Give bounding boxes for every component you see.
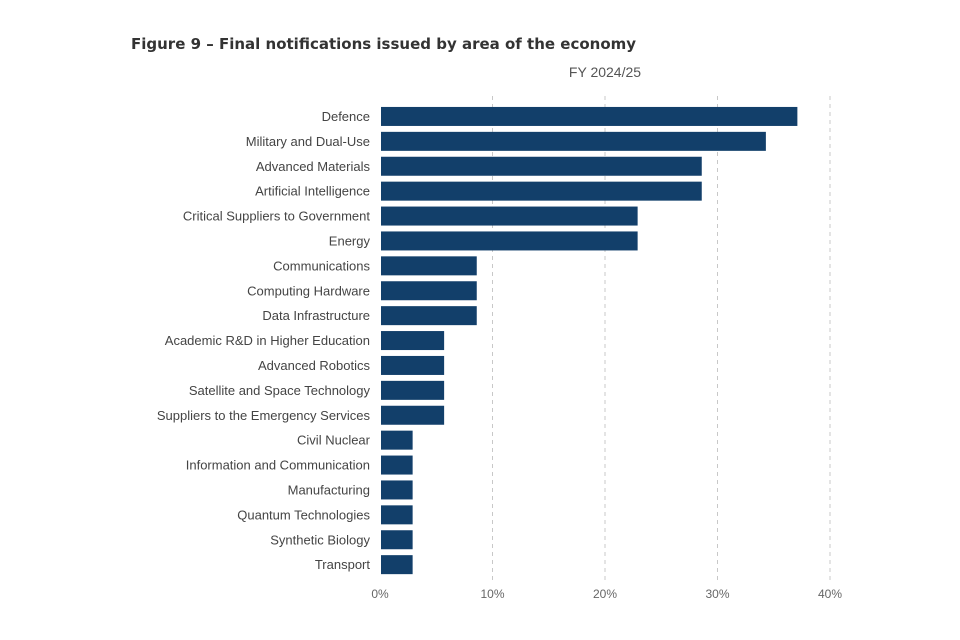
bar bbox=[381, 206, 638, 226]
category-label: Suppliers to the Emergency Services bbox=[157, 408, 371, 423]
bar bbox=[381, 231, 638, 251]
category-label: Manufacturing bbox=[288, 482, 370, 497]
category-label: Advanced Materials bbox=[256, 159, 371, 174]
gridlines bbox=[492, 96, 831, 582]
bar bbox=[381, 405, 445, 425]
category-labels: Defence Military and Dual-Use Advanced Mat… bbox=[157, 109, 371, 572]
category-label: Synthetic Biology bbox=[270, 532, 370, 547]
category-label: Defence bbox=[322, 109, 370, 124]
bar bbox=[381, 430, 413, 450]
x-tick-label: 40% bbox=[818, 587, 842, 601]
category-label: Artificial Intelligence bbox=[255, 184, 370, 199]
bar bbox=[381, 306, 477, 326]
bars bbox=[381, 106, 798, 575]
x-tick-label: 20% bbox=[593, 587, 617, 601]
bar bbox=[381, 106, 798, 126]
category-label: Computing Hardware bbox=[247, 283, 370, 298]
bar bbox=[381, 331, 445, 351]
bar bbox=[381, 281, 477, 301]
bar bbox=[381, 156, 702, 176]
category-label: Energy bbox=[329, 233, 371, 248]
category-label: Civil Nuclear bbox=[297, 433, 371, 448]
bar bbox=[381, 380, 445, 400]
bar bbox=[381, 131, 766, 151]
category-label: Critical Suppliers to Government bbox=[183, 209, 371, 224]
x-axis-ticks: 0% 10% 20% 30% 40% bbox=[371, 587, 842, 601]
bar bbox=[381, 480, 413, 500]
chart-title: Figure 9 – Final notifications issued by… bbox=[131, 35, 637, 53]
chart-subtitle: FY 2024/25 bbox=[568, 64, 642, 80]
category-label: Data Infrastructure bbox=[262, 308, 370, 323]
category-label: Quantum Technologies bbox=[237, 507, 370, 522]
bar bbox=[381, 455, 413, 475]
category-label: Transport bbox=[315, 557, 371, 572]
category-label: Military and Dual-Use bbox=[246, 134, 370, 149]
category-label: Communications bbox=[273, 258, 370, 273]
bar bbox=[381, 355, 445, 375]
bar bbox=[381, 256, 477, 276]
bar bbox=[381, 505, 413, 525]
x-tick-label: 10% bbox=[480, 587, 504, 601]
category-label: Information and Communication bbox=[186, 458, 370, 473]
category-label: Advanced Robotics bbox=[258, 358, 371, 373]
x-tick-label: 0% bbox=[371, 587, 389, 601]
bar bbox=[381, 181, 702, 201]
category-label: Academic R&D in Higher Education bbox=[165, 333, 370, 348]
bar bbox=[381, 555, 413, 575]
bar bbox=[381, 530, 413, 550]
x-tick-label: 30% bbox=[705, 587, 729, 601]
category-label: Satellite and Space Technology bbox=[189, 383, 371, 398]
